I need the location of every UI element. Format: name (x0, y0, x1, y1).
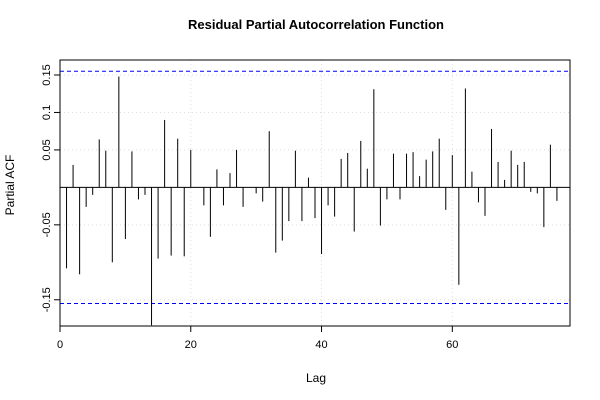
grid-lines (59, 60, 570, 326)
x-axis: 0 20 40 60 (57, 326, 458, 351)
y-axis-label: Partial ACF (3, 155, 17, 216)
x-tick-label: 20 (185, 339, 197, 351)
plot-frame (59, 59, 571, 327)
y-tick-label: -0.15 (41, 287, 53, 312)
x-axis-label: Lag (306, 371, 326, 385)
y-tick-label: -0.05 (41, 212, 53, 237)
confidence-bounds (60, 70, 570, 305)
x-tick-label: 40 (315, 339, 327, 351)
x-tick-label: 0 (57, 339, 63, 351)
y-tick-label: 0.15 (41, 64, 53, 85)
chart-title: Residual Partial Autocorrelation Functio… (188, 17, 444, 32)
y-tick-label: 0.1 (41, 105, 53, 120)
y-tick-label: 0.05 (41, 139, 53, 160)
y-axis: -0.15 -0.05 0.05 0.1 0.15 (41, 64, 60, 312)
x-tick-label: 60 (446, 339, 458, 351)
pacf-bars (66, 76, 558, 326)
